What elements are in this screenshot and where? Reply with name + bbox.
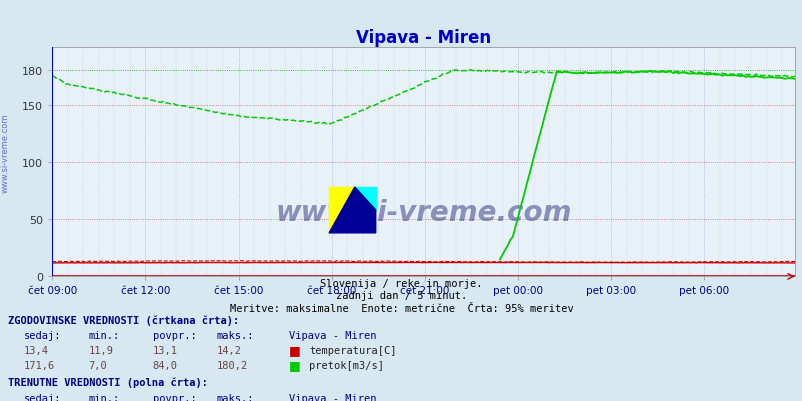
Text: maks.:: maks.: bbox=[217, 393, 254, 401]
Text: pretok[m3/s]: pretok[m3/s] bbox=[309, 360, 383, 371]
Text: povpr.:: povpr.: bbox=[152, 330, 196, 340]
Text: 84,0: 84,0 bbox=[152, 360, 177, 371]
Text: 13,1: 13,1 bbox=[152, 345, 177, 355]
Text: ZGODOVINSKE VREDNOSTI (črtkana črta):: ZGODOVINSKE VREDNOSTI (črtkana črta): bbox=[8, 314, 239, 325]
Text: TRENUTNE VREDNOSTI (polna črta):: TRENUTNE VREDNOSTI (polna črta): bbox=[8, 377, 208, 387]
Polygon shape bbox=[329, 188, 354, 233]
Text: maks.:: maks.: bbox=[217, 330, 254, 340]
Text: Meritve: maksimalne  Enote: metrične  Črta: 95% meritev: Meritve: maksimalne Enote: metrične Črta… bbox=[229, 303, 573, 313]
Text: min.:: min.: bbox=[88, 330, 119, 340]
Text: www.si-vreme.com: www.si-vreme.com bbox=[1, 113, 10, 192]
Text: 11,9: 11,9 bbox=[88, 345, 113, 355]
Text: ■: ■ bbox=[289, 343, 301, 356]
Text: zadnji dan / 5 minut.: zadnji dan / 5 minut. bbox=[335, 291, 467, 301]
Text: 180,2: 180,2 bbox=[217, 360, 248, 371]
Text: sedaj:: sedaj: bbox=[24, 393, 62, 401]
Title: Vipava - Miren: Vipava - Miren bbox=[355, 28, 491, 47]
Text: 7,0: 7,0 bbox=[88, 360, 107, 371]
Text: ■: ■ bbox=[289, 358, 301, 371]
Text: 13,4: 13,4 bbox=[24, 345, 49, 355]
Text: min.:: min.: bbox=[88, 393, 119, 401]
Polygon shape bbox=[329, 188, 375, 233]
Text: sedaj:: sedaj: bbox=[24, 330, 62, 340]
Text: Slovenija / reke in morje.: Slovenija / reke in morje. bbox=[320, 279, 482, 289]
Text: temperatura[C]: temperatura[C] bbox=[309, 345, 396, 355]
Text: www.si-vreme.com: www.si-vreme.com bbox=[275, 199, 571, 227]
Text: 14,2: 14,2 bbox=[217, 345, 241, 355]
Text: povpr.:: povpr.: bbox=[152, 393, 196, 401]
Text: Vipava - Miren: Vipava - Miren bbox=[289, 330, 376, 340]
Text: Vipava - Miren: Vipava - Miren bbox=[289, 393, 376, 401]
Text: 171,6: 171,6 bbox=[24, 360, 55, 371]
Polygon shape bbox=[354, 188, 375, 211]
